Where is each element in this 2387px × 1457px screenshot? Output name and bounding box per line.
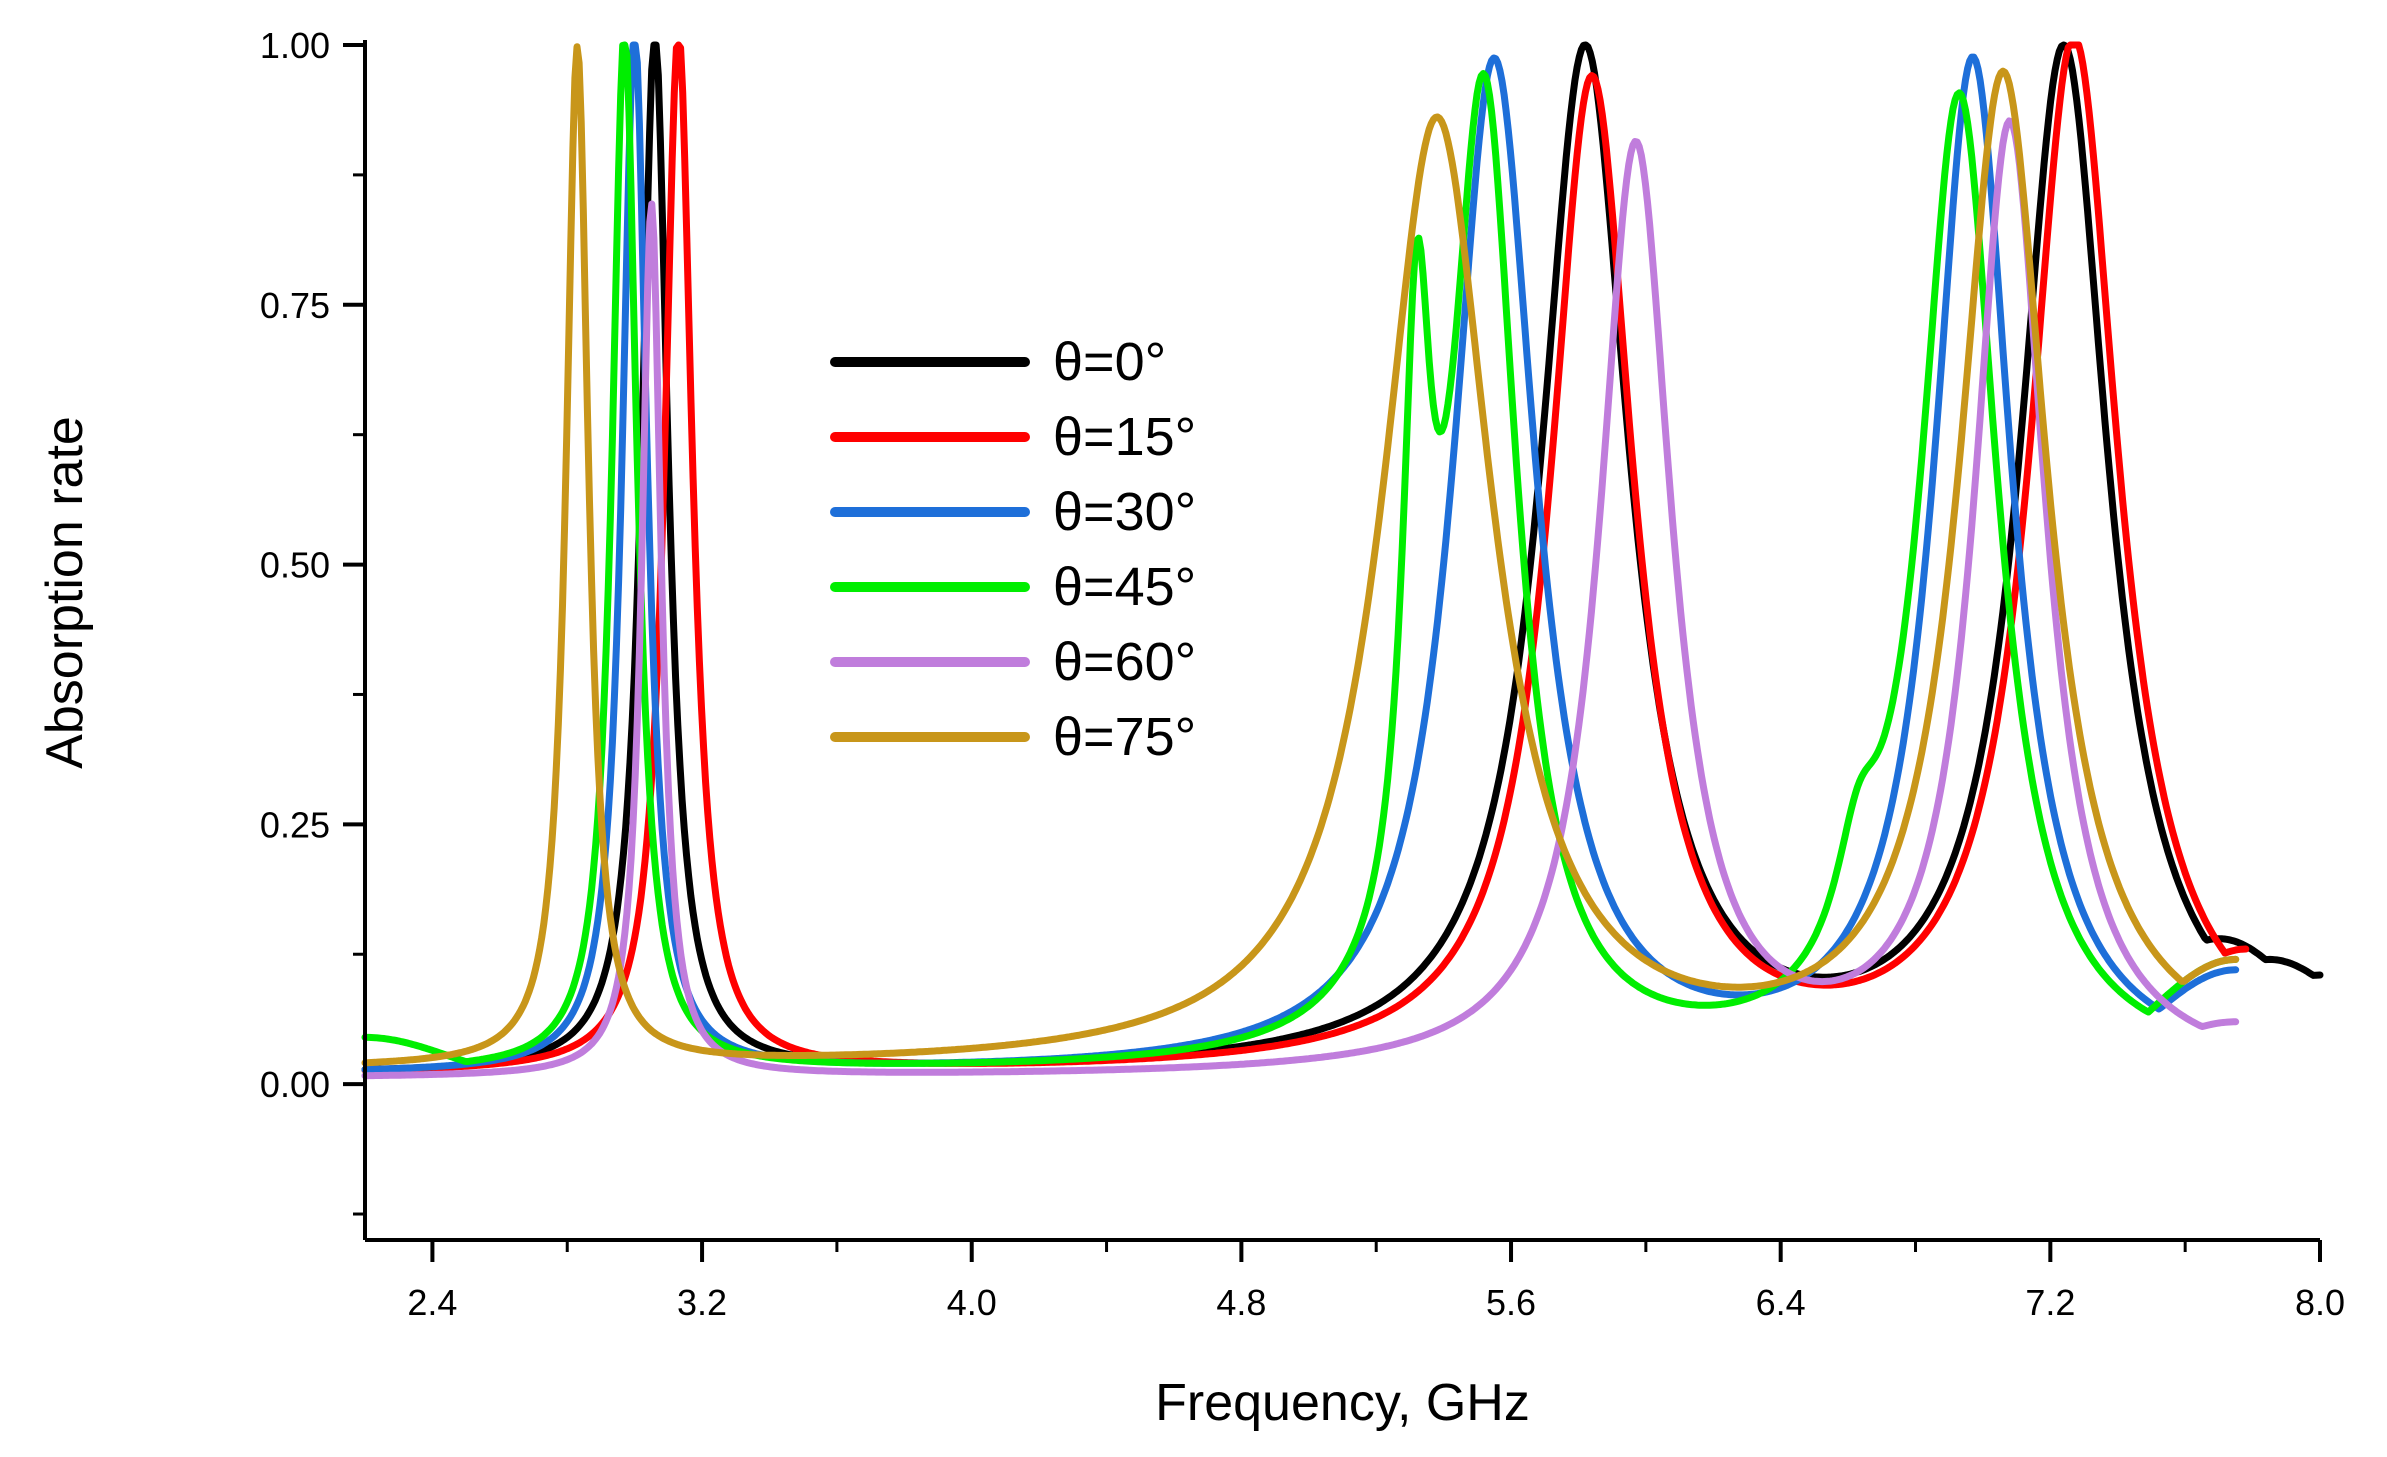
series-line-1 xyxy=(361,41,2250,1074)
y-tick-label: 0.75 xyxy=(260,285,330,326)
y-tick-label: 0.50 xyxy=(260,545,330,586)
y-tick-label: 0.25 xyxy=(260,804,330,845)
series-line-0 xyxy=(361,41,2324,1074)
x-tick-label: 2.4 xyxy=(407,1282,457,1323)
series-line-3 xyxy=(361,41,2240,1067)
x-tick-label: 5.6 xyxy=(1486,1282,1536,1323)
legend-label-1: θ=15° xyxy=(1053,407,1196,467)
series-line-5 xyxy=(361,43,2240,1067)
legend-label-0: θ=0° xyxy=(1053,332,1166,392)
x-tick-label: 8.0 xyxy=(2295,1282,2345,1323)
series-line-4 xyxy=(361,117,2240,1080)
y-axis-title: Absorption rate xyxy=(36,416,94,769)
x-tick-label: 4.8 xyxy=(1216,1282,1266,1323)
series-layer xyxy=(361,41,2324,1080)
legend-label-3: θ=45° xyxy=(1053,557,1196,617)
legend-label-4: θ=60° xyxy=(1053,632,1196,692)
x-axis-title: Frequency, GHz xyxy=(1155,1374,1530,1432)
x-tick-label: 6.4 xyxy=(1756,1282,1806,1323)
x-tick-label: 4.0 xyxy=(947,1282,997,1323)
y-tick-label: 0.00 xyxy=(260,1064,330,1105)
axes-layer: 2.4 3.2 4.0 4.8 5.6 6.4 7.2 8.0 0.00 0.25 0.50 0.75… xyxy=(260,25,2345,1323)
x-tick-label: 3.2 xyxy=(677,1282,727,1323)
legend: θ=0° θ=15° θ=30° θ=45° θ=60° θ=75° xyxy=(830,332,1196,767)
legend-label-2: θ=30° xyxy=(1053,482,1196,542)
y-tick-label: 1.00 xyxy=(260,25,330,66)
x-tick-label: 7.2 xyxy=(2025,1282,2075,1323)
legend-label-5: θ=75° xyxy=(1053,707,1196,767)
series-line-2 xyxy=(361,41,2240,1074)
